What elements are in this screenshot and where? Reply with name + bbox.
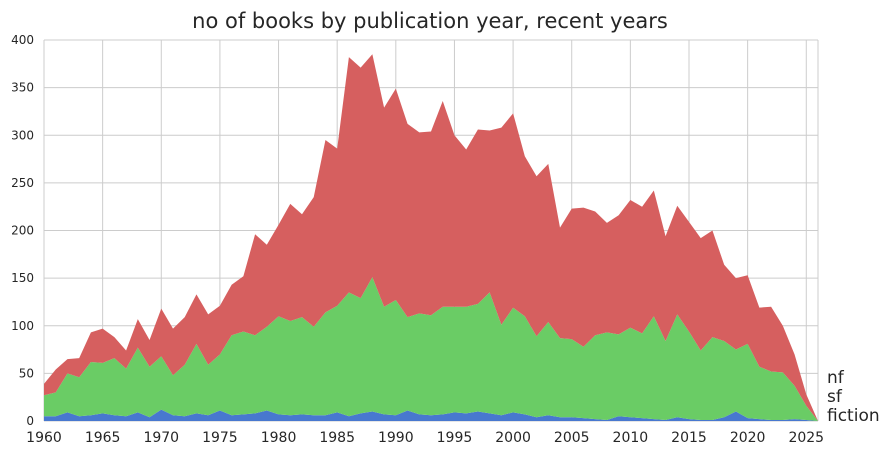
y-tick-label: 150 (11, 271, 34, 285)
areas (44, 54, 818, 421)
x-tick-label: 2005 (554, 430, 590, 446)
y-tick-label: 50 (19, 366, 34, 380)
series-area-nf (44, 54, 818, 421)
y-tick-label: 0 (26, 414, 34, 428)
x-tick-label: 2025 (788, 430, 824, 446)
x-tick-label: 1975 (202, 430, 238, 446)
y-tick-label: 100 (11, 319, 34, 333)
x-tick-label: 1980 (261, 430, 297, 446)
series-label-fiction: fiction (827, 406, 880, 426)
x-tick-label: 2010 (613, 430, 649, 446)
series-area-fiction (44, 409, 818, 421)
x-tick-label: 1970 (143, 430, 179, 446)
x-tick-label: 2015 (671, 430, 707, 446)
x-tick-label: 2000 (495, 430, 531, 446)
y-axis: 0 50 100 150 200 250 300 350 400 (11, 33, 34, 428)
x-tick-label: 1995 (437, 430, 473, 446)
y-tick-label: 350 (11, 81, 34, 95)
x-tick-label: 1985 (319, 430, 355, 446)
x-tick-label: 1990 (378, 430, 414, 446)
series-label-nf: nf (827, 368, 845, 388)
x-axis: 1960 1965 1970 1975 1980 1985 1990 1995 2000 2005… (26, 430, 824, 446)
y-tick-label: 400 (11, 33, 34, 47)
x-tick-label: 1965 (85, 430, 121, 446)
y-tick-label: 250 (11, 176, 34, 190)
x-tick-label: 2020 (730, 430, 766, 446)
chart-title: no of books by publication year, recent … (192, 9, 668, 33)
y-tick-label: 200 (11, 224, 34, 238)
x-tick-label: 1960 (26, 430, 62, 446)
y-tick-label: 300 (11, 128, 34, 142)
series-label-sf: sf (827, 387, 843, 407)
series-area-sf (44, 277, 818, 421)
